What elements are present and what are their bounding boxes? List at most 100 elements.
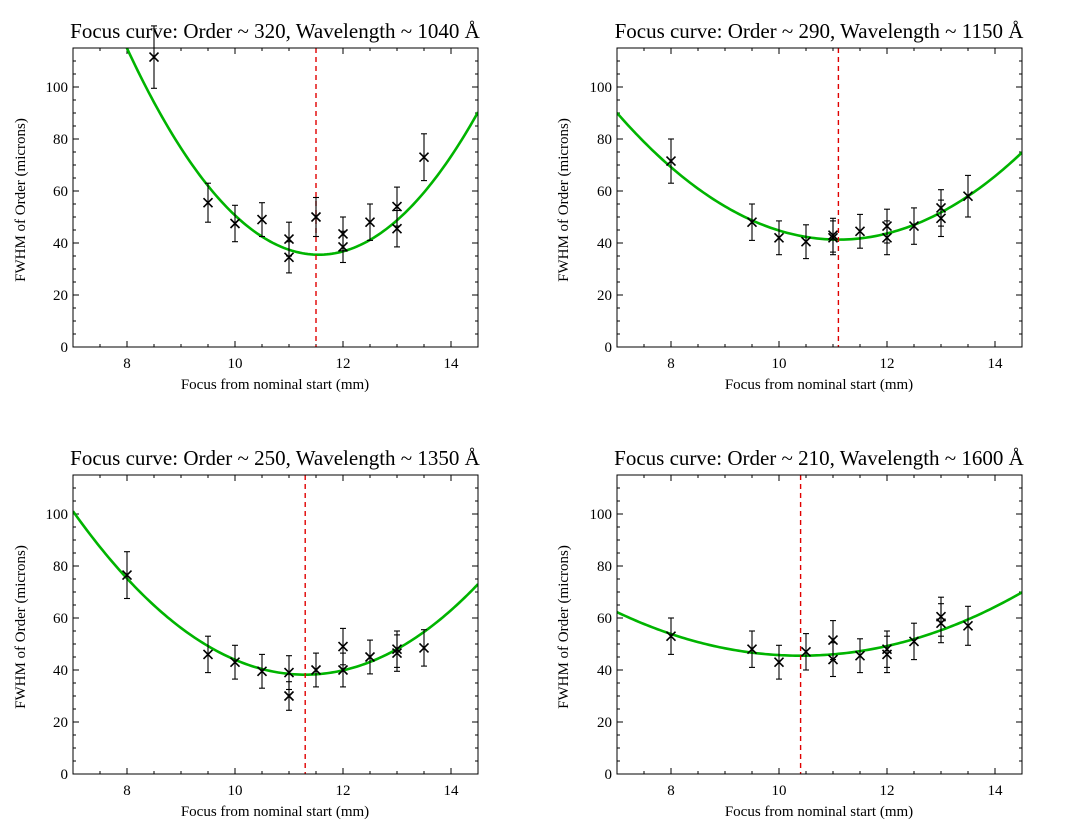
focus-plot-order-320: Focus curve: Order ~ 320, Wavelength ~ 1… [13, 19, 481, 393]
data-point [665, 156, 677, 167]
y-tick-label: 60 [53, 611, 68, 627]
y-tick-label: 40 [53, 236, 68, 252]
fit-curve [73, 510, 478, 676]
y-tick-label: 20 [53, 288, 68, 304]
x-tick-label: 14 [988, 356, 1004, 372]
data-point [881, 649, 893, 660]
data-point [827, 654, 839, 665]
x-tick-label: 12 [880, 783, 895, 799]
x-axis-label: Focus from nominal start (mm) [725, 377, 913, 393]
data-point [148, 52, 160, 63]
data-point [229, 218, 241, 229]
x-tick-label: 8 [123, 783, 131, 799]
focus-plot-order-210: Focus curve: Order ~ 210, Wavelength ~ 1… [556, 446, 1025, 820]
data-point [665, 631, 677, 642]
data-point [418, 152, 430, 163]
plot-frame [616, 47, 1023, 348]
data-point [337, 641, 349, 652]
plot-area: 8 10 12 14 0 20 40 60 80 100 [590, 47, 1023, 372]
data-point [854, 226, 866, 237]
data-point [229, 657, 241, 668]
data-point [908, 636, 920, 647]
x-tick-label: 10 [772, 783, 787, 799]
x-tick-label: 8 [667, 356, 675, 372]
plot-area: 8 10 12 14 0 20 40 60 80 100 [46, 25, 479, 372]
data-point [310, 664, 322, 676]
data-point [935, 213, 947, 224]
x-tick-label: 12 [880, 356, 895, 372]
plot-title: Focus curve: Order ~ 250, Wavelength ~ 1… [70, 446, 480, 470]
data-point [310, 211, 322, 223]
data-point [364, 217, 376, 228]
plot-title: Focus curve: Order ~ 210, Wavelength ~ 1… [614, 446, 1024, 470]
data-point [935, 618, 947, 629]
data-point [854, 650, 866, 661]
x-axis-label: Focus from nominal start (mm) [725, 804, 913, 820]
data-point [283, 252, 295, 263]
plot-area: 8 10 12 14 0 20 40 60 80 100 [590, 474, 1023, 799]
plot-title: Focus curve: Order ~ 290, Wavelength ~ 1… [615, 19, 1025, 43]
y-axis-label: FWHM of Order (microns) [13, 118, 29, 282]
data-point [746, 644, 758, 655]
data-point [202, 197, 214, 208]
focus-plot-order-250: Focus curve: Order ~ 250, Wavelength ~ 1… [13, 446, 481, 820]
data-point [256, 214, 268, 225]
focus-plot-order-290: Focus curve: Order ~ 290, Wavelength ~ 1… [556, 19, 1025, 393]
data-point [800, 236, 812, 247]
y-axis-label: FWHM of Order (microns) [13, 545, 29, 709]
data-point [391, 648, 403, 659]
y-tick-label: 80 [53, 559, 68, 575]
y-tick-label: 80 [597, 132, 612, 148]
y-axis-label: FWHM of Order (microns) [556, 118, 572, 282]
y-tick-label: 0 [61, 767, 69, 783]
data-point [800, 646, 812, 657]
y-tick-label: 20 [597, 288, 612, 304]
fit-curve [617, 112, 1022, 241]
plot-frame [72, 47, 479, 348]
plot-frame [616, 474, 1023, 775]
y-tick-label: 0 [605, 340, 613, 356]
x-tick-label: 10 [228, 356, 243, 372]
fit-curve [617, 591, 1022, 658]
data-point [391, 223, 403, 234]
data-point [881, 232, 893, 243]
x-tick-label: 8 [667, 783, 675, 799]
x-tick-label: 8 [123, 356, 131, 372]
y-tick-label: 60 [53, 184, 68, 200]
data-point [283, 690, 295, 702]
y-tick-label: 60 [597, 611, 612, 627]
x-tick-label: 10 [772, 356, 787, 372]
data-point [121, 570, 133, 581]
data-point [962, 620, 974, 631]
plot-frame [72, 474, 479, 775]
y-tick-label: 0 [61, 340, 69, 356]
y-tick-label: 20 [53, 715, 68, 731]
y-tick-label: 0 [605, 767, 613, 783]
y-tick-label: 40 [597, 663, 612, 679]
x-axis-label: Focus from nominal start (mm) [181, 377, 369, 393]
data-point [391, 201, 403, 212]
y-tick-label: 40 [597, 236, 612, 252]
y-tick-label: 20 [597, 715, 612, 731]
data-point [337, 664, 349, 676]
x-axis-label: Focus from nominal start (mm) [181, 804, 369, 820]
data-point [827, 232, 839, 243]
data-point [283, 667, 295, 678]
data-point [418, 642, 430, 653]
data-point [773, 232, 785, 243]
x-tick-label: 10 [228, 783, 243, 799]
data-point [746, 217, 758, 228]
x-tick-label: 14 [444, 356, 460, 372]
y-tick-label: 100 [46, 80, 69, 96]
data-point [962, 191, 974, 202]
data-point [256, 666, 268, 677]
data-point [337, 241, 349, 252]
fit-curve [125, 48, 478, 257]
y-tick-label: 80 [53, 132, 68, 148]
data-point [908, 221, 920, 232]
x-tick-label: 14 [988, 783, 1004, 799]
x-tick-label: 12 [336, 356, 351, 372]
y-tick-label: 100 [590, 507, 613, 523]
y-tick-label: 40 [53, 663, 68, 679]
y-tick-label: 60 [597, 184, 612, 200]
